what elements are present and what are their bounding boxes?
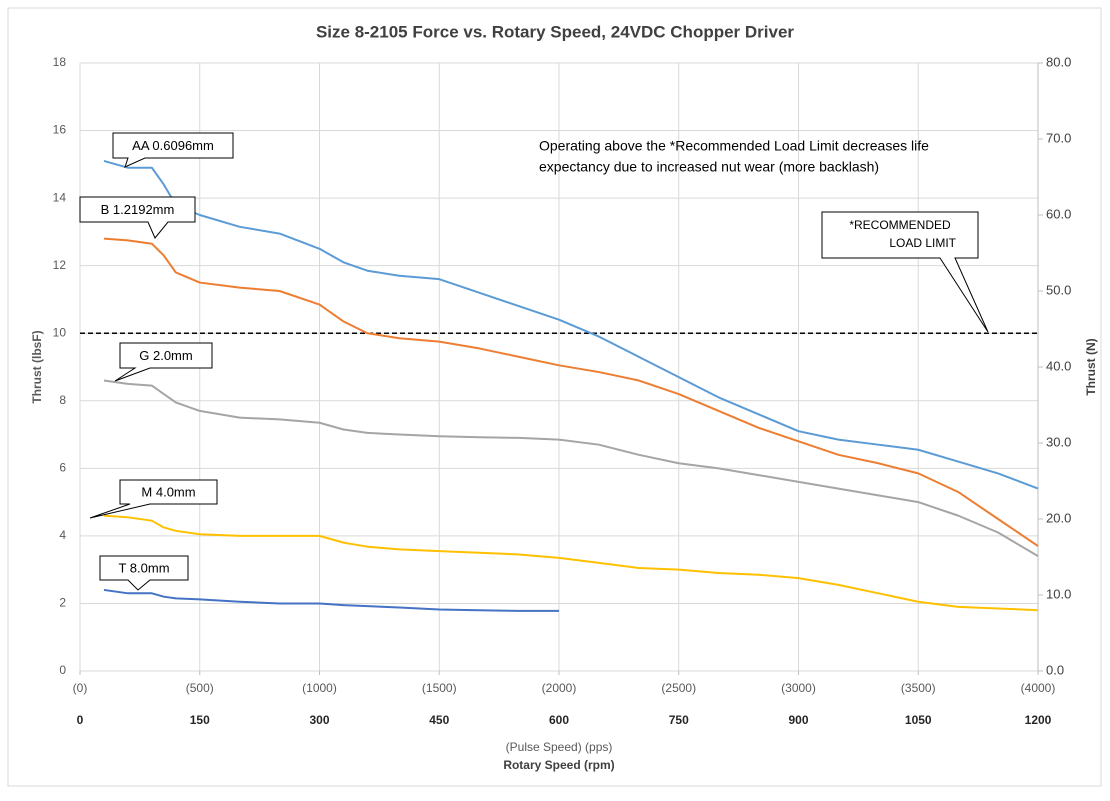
- x2-tick-label: (0): [73, 681, 88, 695]
- y2-tick-label: 50.0: [1046, 282, 1071, 297]
- y2-axis-label: Thrust (N): [1084, 338, 1098, 395]
- callout: [112, 132, 234, 168]
- x-tick-label: 1050: [905, 713, 932, 727]
- y-tick-label: 6: [59, 461, 66, 475]
- limit-label: LOAD LIMIT: [889, 236, 956, 250]
- x-tick-label: 300: [309, 713, 329, 727]
- callout: [114, 342, 213, 382]
- series-label: T 8.0mm: [118, 560, 169, 575]
- y-tick-label: 14: [53, 190, 67, 204]
- y2-tick-label: 0.0: [1046, 662, 1064, 677]
- series-label: G 2.0mm: [139, 348, 192, 363]
- y-tick-label: 0: [59, 663, 66, 677]
- x-tick-label: 0: [77, 713, 84, 727]
- callout: [99, 555, 189, 591]
- y-tick-label: 2: [59, 596, 66, 610]
- series-line: [103, 237, 1039, 547]
- annotation: Operating above the *Recommended Load Li…: [539, 138, 929, 154]
- x-axis-label: Rotary Speed (rpm): [503, 758, 614, 772]
- series-line: [103, 588, 559, 612]
- series-line: [103, 379, 1039, 558]
- annotation: expectancy due to increased nut wear (mo…: [539, 159, 879, 175]
- x2-tick-label: (4000): [1021, 681, 1056, 695]
- x-tick-label: 450: [429, 713, 449, 727]
- y-tick-label: 12: [53, 258, 67, 272]
- y2-tick-label: 60.0: [1046, 206, 1071, 221]
- series-label: B 1.2192mm: [101, 202, 175, 217]
- series-label: AA 0.6096mm: [132, 138, 214, 153]
- chart-title: Size 8-2105 Force vs. Rotary Speed, 24VD…: [316, 22, 794, 41]
- x2-tick-label: (3000): [781, 681, 816, 695]
- y-tick-label: 8: [59, 393, 66, 407]
- y2-tick-label: 70.0: [1046, 130, 1071, 145]
- y-tick-label: 16: [53, 123, 67, 137]
- y2-tick-label: 80.0: [1046, 54, 1071, 69]
- y2-tick-label: 30.0: [1046, 434, 1071, 449]
- callout: [821, 211, 989, 333]
- x2-tick-label: (3500): [901, 681, 936, 695]
- x2-axis-label: (Pulse Speed) (pps): [506, 740, 613, 754]
- x2-tick-label: (2000): [542, 681, 577, 695]
- callout: [89, 479, 218, 519]
- x-tick-label: 750: [669, 713, 689, 727]
- series-label: M 4.0mm: [141, 484, 195, 499]
- limit-label: *RECOMMENDED: [849, 218, 951, 232]
- y2-tick-label: 10.0: [1046, 586, 1071, 601]
- callout: [79, 196, 196, 239]
- y-tick-label: 10: [53, 325, 67, 339]
- y-tick-label: 4: [59, 528, 66, 542]
- y-tick-label: 18: [53, 55, 67, 69]
- x2-tick-label: (2500): [661, 681, 696, 695]
- y-axis-label: Thrust (lbsF): [30, 330, 44, 403]
- x2-tick-label: (1000): [302, 681, 337, 695]
- x-tick-label: 1200: [1025, 713, 1052, 727]
- series-line: [103, 514, 1039, 612]
- x-tick-label: 900: [788, 713, 808, 727]
- x2-tick-label: (1500): [422, 681, 457, 695]
- y2-tick-label: 40.0: [1046, 358, 1071, 373]
- x-tick-label: 150: [190, 713, 210, 727]
- chart-frame: [7, 7, 1102, 787]
- y2-tick-label: 20.0: [1046, 510, 1071, 525]
- x-tick-label: 600: [549, 713, 569, 727]
- x2-tick-label: (500): [186, 681, 214, 695]
